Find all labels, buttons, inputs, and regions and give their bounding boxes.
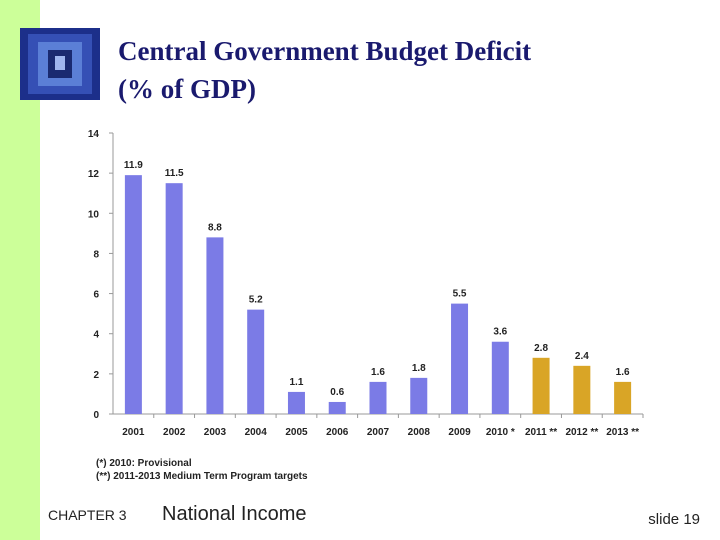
data-label: 2.4	[575, 351, 589, 362]
data-label: 11.9	[124, 160, 143, 171]
bar	[124, 175, 142, 414]
y-tick-label: 6	[93, 290, 99, 301]
x-tick-label: 2008	[408, 427, 431, 438]
slide-number: slide 19	[648, 511, 700, 528]
bar	[247, 309, 265, 414]
y-tick-label: 14	[88, 129, 100, 140]
bar	[491, 341, 509, 414]
bar	[206, 237, 224, 414]
x-tick-label: 2005	[285, 427, 308, 438]
x-tick-label: 2013 **	[606, 427, 639, 438]
x-tick-label: 2010 *	[486, 427, 515, 438]
x-tick-label: 2001	[122, 427, 145, 438]
x-tick-label: 2007	[367, 427, 390, 438]
footnote: (*) 2010: Provisional	[96, 458, 192, 469]
data-label: 5.2	[249, 295, 263, 306]
footnote: (**) 2011-2013 Medium Term Program targe…	[96, 471, 308, 482]
bar	[573, 365, 591, 414]
y-tick-label: 2	[93, 370, 99, 381]
chapter-label: CHAPTER 3	[48, 507, 127, 523]
data-label: 1.6	[371, 367, 385, 378]
data-label: 1.8	[412, 363, 426, 374]
data-label: 2.8	[534, 343, 548, 354]
x-tick-label: 2011 **	[525, 427, 557, 438]
bar	[410, 377, 428, 414]
data-label: 1.6	[616, 367, 630, 378]
bar	[328, 401, 346, 414]
y-tick-label: 0	[93, 410, 99, 421]
bar	[532, 357, 550, 414]
bar	[165, 183, 183, 414]
bar	[369, 381, 387, 414]
data-label: 8.8	[208, 222, 222, 233]
x-tick-label: 2003	[204, 427, 227, 438]
x-tick-label: 2004	[245, 427, 268, 438]
x-tick-label: 2012 **	[565, 427, 598, 438]
y-tick-label: 8	[93, 249, 99, 260]
chart-subtitle: (% of GDP)	[118, 74, 256, 104]
x-tick-label: 2009	[448, 427, 471, 438]
topic-label: National Income	[162, 503, 307, 525]
data-label: 1.1	[290, 377, 304, 388]
bar	[451, 303, 469, 414]
x-tick-label: 2006	[326, 427, 349, 438]
y-tick-label: 4	[93, 330, 99, 341]
data-label: 3.6	[493, 327, 507, 338]
logo-image	[20, 28, 100, 100]
y-tick-label: 10	[88, 209, 100, 220]
x-tick-label: 2002	[163, 427, 186, 438]
data-label: 0.6	[330, 387, 344, 398]
y-tick-label: 12	[88, 169, 100, 180]
bar	[287, 391, 305, 414]
chart-title: Central Government Budget Deficit	[118, 36, 531, 66]
data-label: 5.5	[453, 289, 467, 300]
data-label: 11.5	[165, 168, 184, 179]
bar	[614, 381, 632, 414]
